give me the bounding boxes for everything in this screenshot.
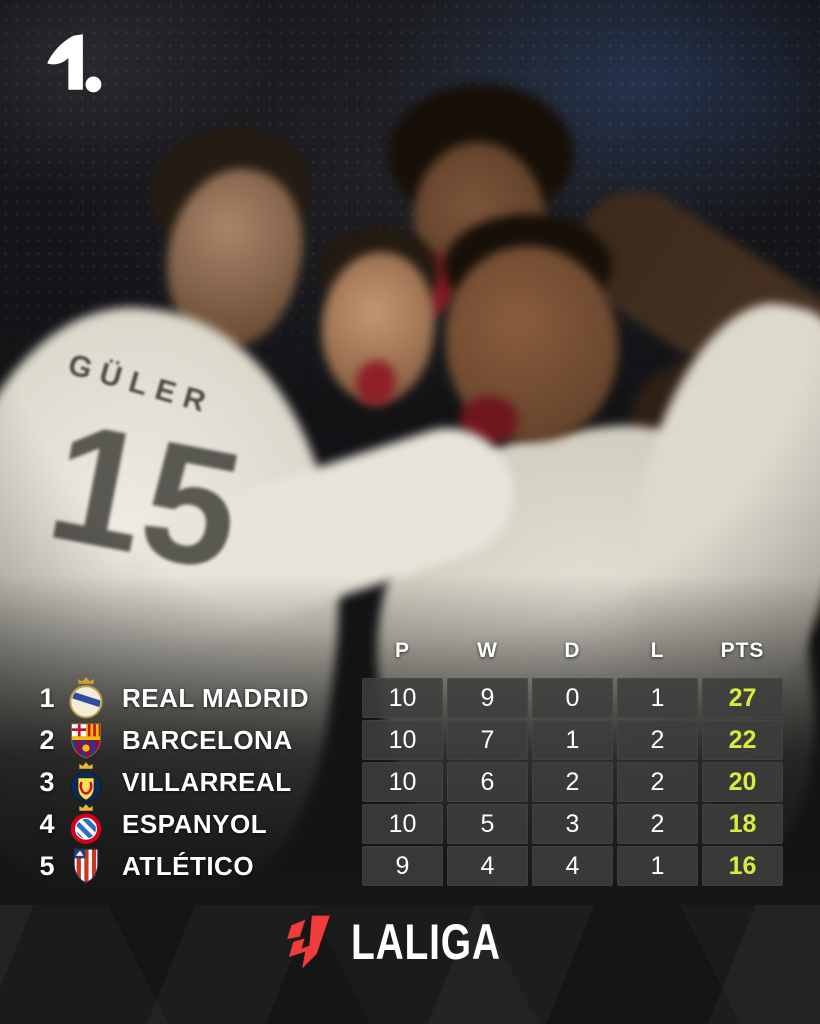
stat-points: 18 bbox=[702, 804, 783, 844]
stat-draws: 3 bbox=[532, 804, 613, 844]
table-row: 5 ATLÉTICO 9 4 bbox=[0, 846, 820, 886]
stat-losses: 2 bbox=[617, 804, 698, 844]
stat-cells: 10 7 1 2 22 bbox=[362, 720, 783, 760]
stat-wins: 7 bbox=[447, 720, 528, 760]
stat-losses: 2 bbox=[617, 762, 698, 802]
stat-wins: 6 bbox=[447, 762, 528, 802]
stat-draws: 0 bbox=[532, 678, 613, 718]
stat-played: 10 bbox=[362, 720, 443, 760]
table-header-cells: P W D L PTS bbox=[362, 639, 783, 663]
team-name: ATLÉTICO bbox=[122, 850, 255, 881]
stat-played: 10 bbox=[362, 762, 443, 802]
stat-points: 20 bbox=[702, 762, 783, 802]
table-row: 4 ESPANYOL bbox=[0, 804, 820, 844]
stat-losses: 1 bbox=[617, 846, 698, 886]
header-points: PTS bbox=[720, 639, 765, 662]
table-row: 1 REAL MADRID 10 9 0 1 27 bbox=[0, 675, 820, 721]
rank-label: 1 bbox=[39, 682, 55, 713]
laliga-lockup: LALIGA bbox=[0, 910, 820, 974]
table-header-row: P W D L PTS bbox=[0, 634, 820, 668]
team-name: BARCELONA bbox=[122, 724, 293, 755]
stat-wins: 5 bbox=[447, 804, 528, 844]
stat-played: 10 bbox=[362, 804, 443, 844]
laliga-mark-icon bbox=[287, 915, 330, 969]
stat-wins: 4 bbox=[447, 846, 528, 886]
stat-played: 9 bbox=[362, 846, 443, 886]
stat-cells: 10 6 2 2 20 bbox=[362, 762, 783, 802]
stat-draws: 2 bbox=[532, 762, 613, 802]
espanyol-crest-icon bbox=[64, 801, 108, 847]
stat-losses: 1 bbox=[617, 678, 698, 718]
atletico-crest-icon bbox=[64, 845, 108, 887]
stat-draws: 4 bbox=[532, 846, 613, 886]
table-row: 3 VILLARREAL 10 6 2 2 20 bbox=[0, 759, 820, 805]
stat-cells: 10 5 3 2 18 bbox=[362, 804, 783, 844]
villarreal-crest-icon bbox=[64, 759, 108, 805]
rank-label: 2 bbox=[39, 724, 55, 755]
header-wins: W bbox=[477, 639, 498, 662]
stat-played: 10 bbox=[362, 678, 443, 718]
rank-label: 4 bbox=[39, 808, 55, 839]
header-draws: D bbox=[564, 639, 581, 662]
team-name: ESPANYOL bbox=[122, 808, 268, 839]
stat-cells: 9 4 4 1 16 bbox=[362, 846, 783, 886]
rank-label: 3 bbox=[39, 766, 55, 797]
stat-cells: 10 9 0 1 27 bbox=[362, 678, 783, 718]
laliga-wordmark: LALIGA bbox=[350, 914, 501, 970]
stat-points: 22 bbox=[702, 720, 783, 760]
stat-losses: 2 bbox=[617, 720, 698, 760]
header-losses: L bbox=[650, 639, 665, 662]
real-madrid-crest-icon bbox=[64, 675, 108, 721]
team-name: REAL MADRID bbox=[122, 682, 310, 713]
stat-points: 27 bbox=[702, 678, 783, 718]
header-played: P bbox=[394, 639, 410, 662]
stat-wins: 9 bbox=[447, 678, 528, 718]
standings-table: P W D L PTS 1 REAL MADRID bbox=[0, 634, 820, 888]
onefootball-logo-icon bbox=[47, 34, 102, 93]
barcelona-crest-icon bbox=[64, 719, 108, 761]
team-name: VILLARREAL bbox=[122, 766, 292, 797]
table-row: 2 bbox=[0, 720, 820, 760]
stat-draws: 1 bbox=[532, 720, 613, 760]
rank-label: 5 bbox=[39, 850, 55, 881]
stat-points: 16 bbox=[702, 846, 783, 886]
